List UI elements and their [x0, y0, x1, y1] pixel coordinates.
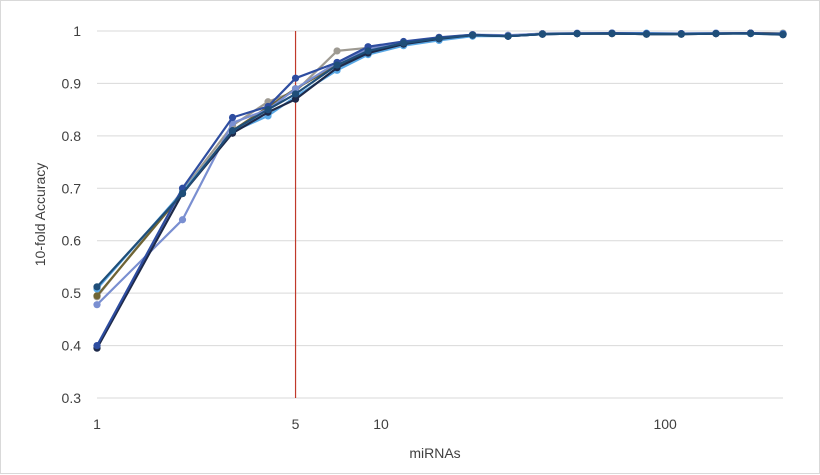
y-tick-label: 0.9 [62, 75, 82, 91]
x-tick-labels: 1 5 10 100 [93, 416, 677, 432]
y-tick-label: 0.6 [62, 233, 82, 249]
data-point [333, 61, 341, 69]
data-point [364, 47, 372, 55]
y-tick-label: 0.5 [62, 285, 82, 301]
data-point [712, 30, 720, 38]
data-point [93, 292, 101, 300]
y-tick-label: 0.4 [62, 338, 82, 354]
data-point [93, 341, 101, 350]
series-line [96, 32, 784, 288]
series-line [96, 31, 783, 290]
x-axis-title: miRNAs [409, 445, 460, 461]
series-line [96, 31, 784, 349]
data-point [779, 31, 787, 39]
data-point [178, 189, 187, 198]
data-point [399, 39, 408, 47]
y-tick-labels: 0.3 0.4 0.5 0.6 0.7 0.8 0.9 1 [62, 23, 82, 406]
x-tick-label: 5 [292, 416, 300, 432]
data-point [93, 301, 101, 309]
data-point [291, 90, 300, 98]
data-point [178, 216, 187, 224]
data-point [677, 30, 685, 38]
data-point [291, 74, 300, 82]
data-point [291, 85, 300, 93]
data-point [333, 47, 341, 55]
y-tick-label: 0.3 [62, 390, 82, 406]
series-group [93, 29, 787, 352]
data-point [468, 31, 477, 39]
y-tick-label: 0.8 [62, 128, 82, 144]
data-point [608, 30, 616, 38]
data-point [538, 30, 547, 38]
x-tick-label: 1 [93, 416, 101, 432]
data-point [504, 32, 512, 40]
y-tick-label: 1 [73, 23, 81, 39]
data-point [264, 106, 272, 114]
data-point [435, 34, 443, 42]
series-line [96, 31, 784, 347]
y-axis-title: 10-fold Accuracy [32, 163, 48, 267]
data-point [291, 95, 300, 103]
data-point [228, 113, 237, 122]
data-point [747, 30, 755, 38]
y-tick-label: 0.7 [62, 180, 82, 196]
x-tick-label: 100 [653, 416, 677, 432]
data-point [573, 30, 581, 38]
gridlines [97, 30, 783, 399]
data-point [228, 127, 237, 135]
x-tick-label: 10 [373, 416, 389, 432]
data-point [642, 30, 651, 38]
data-point [93, 283, 101, 291]
